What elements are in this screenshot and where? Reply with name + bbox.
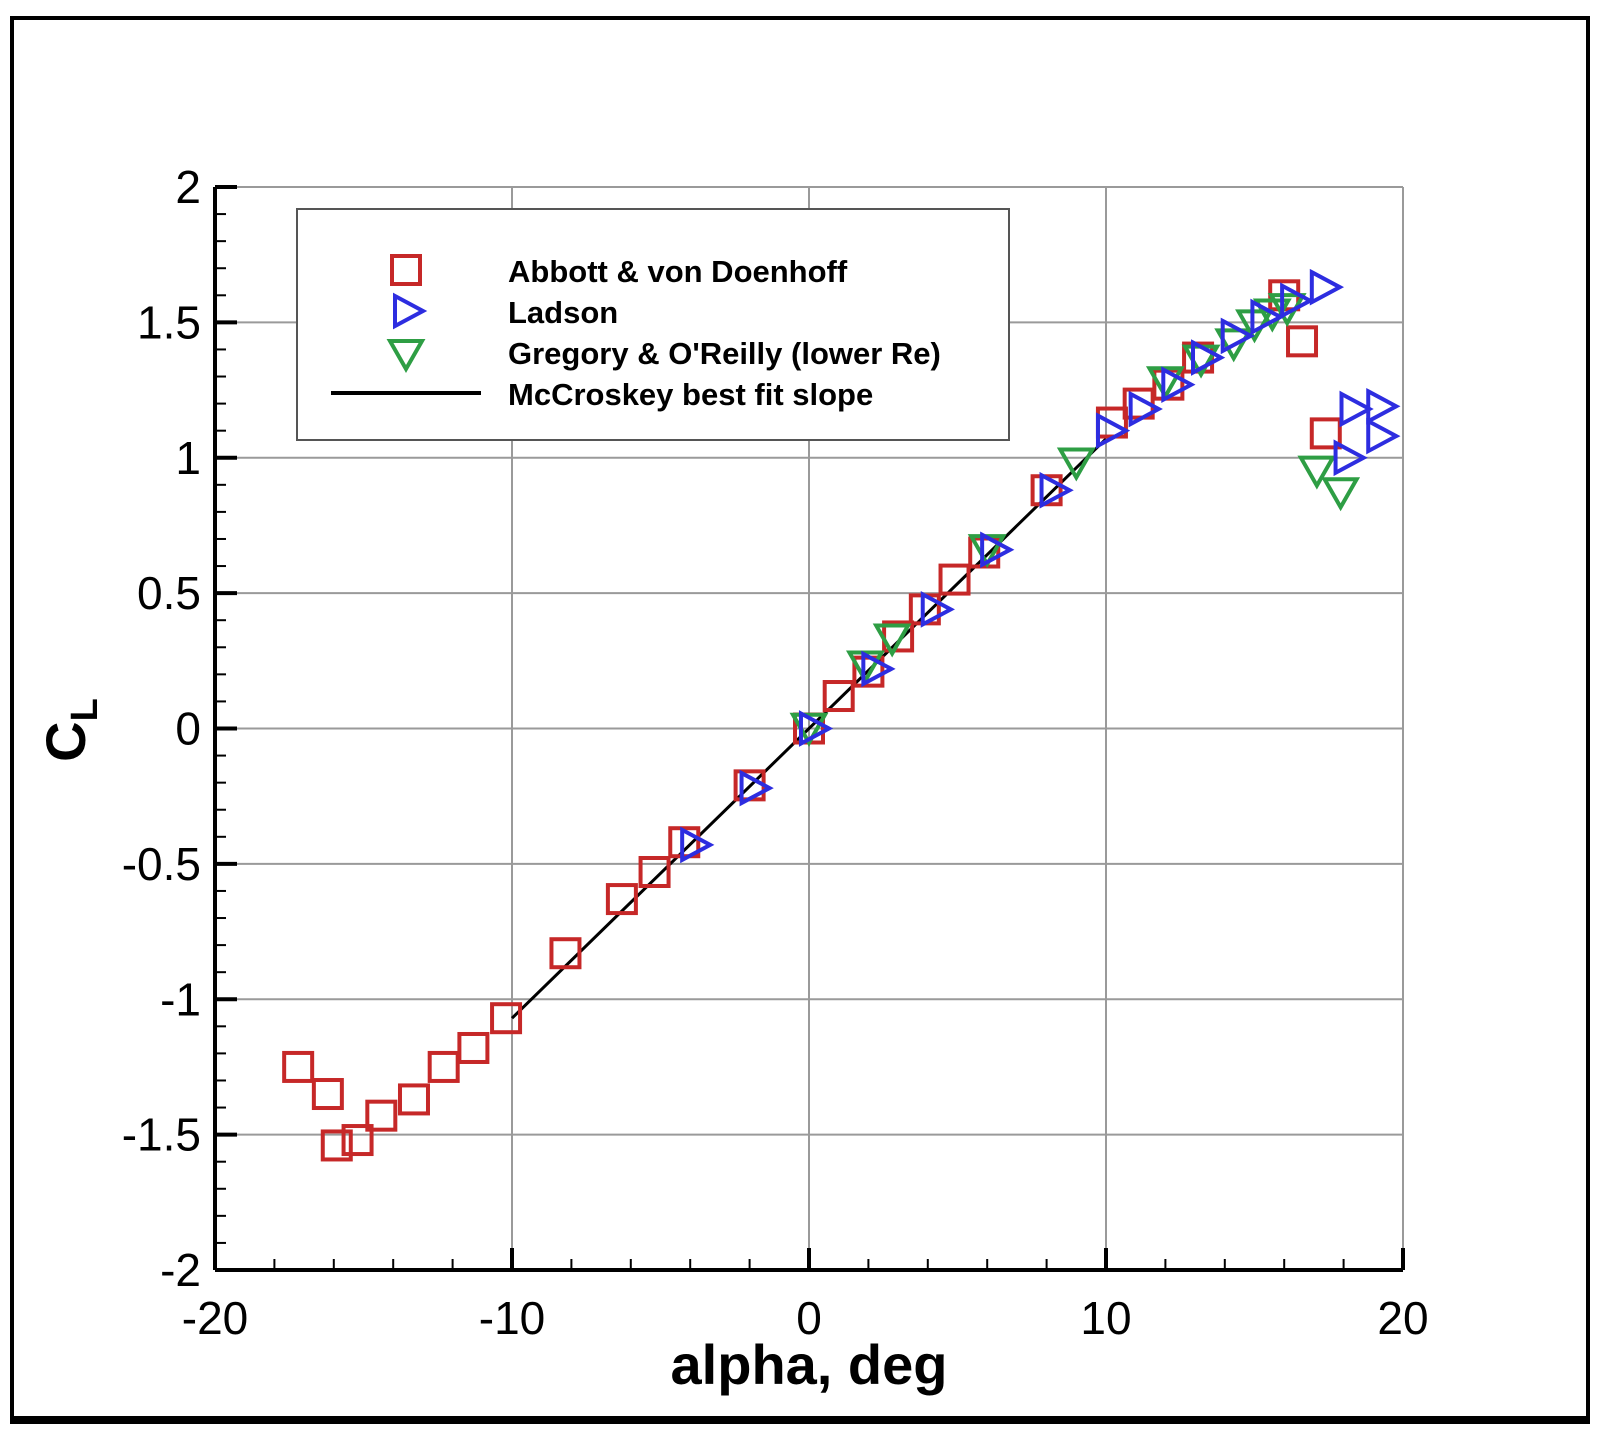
legend-label: Ladson xyxy=(508,295,618,330)
data-point-triangle-right xyxy=(1191,339,1226,376)
x-tick-label: -20 xyxy=(182,1292,248,1344)
data-point-triangle-right xyxy=(1095,412,1131,450)
data-point-square xyxy=(822,680,855,713)
data-markers xyxy=(282,268,1401,1162)
data-point-triangle-down xyxy=(872,623,912,658)
y-tick-label: -1.5 xyxy=(122,1109,201,1161)
series-line-mccroskey xyxy=(510,437,1108,1020)
y-tick-label: 1.5 xyxy=(137,296,201,348)
data-point-square xyxy=(490,1002,523,1035)
data-point-square xyxy=(341,1124,374,1157)
data-point-triangle-right xyxy=(1161,366,1196,403)
data-point-triangle-right xyxy=(1250,298,1285,336)
figure-frame xyxy=(10,16,1590,1424)
data-point-square xyxy=(311,1078,344,1111)
y-tick-label: -2 xyxy=(160,1244,201,1296)
x-tick-label: 20 xyxy=(1377,1292,1428,1344)
data-point-square xyxy=(457,1031,490,1064)
data-point-square xyxy=(938,563,971,596)
data-point-square xyxy=(397,1083,430,1116)
data-point-triangle-right xyxy=(861,650,896,688)
x-tick-label: 0 xyxy=(796,1292,822,1344)
data-point-square xyxy=(282,1050,315,1083)
y-tick-label: 2 xyxy=(175,161,201,213)
data-point-triangle-right xyxy=(1339,390,1374,428)
data-point-triangle-down xyxy=(1297,455,1337,490)
data-point-triangle-right xyxy=(920,591,955,628)
data-point-triangle-down xyxy=(1056,447,1096,482)
legend-marker-triangle-down xyxy=(386,339,426,374)
y-tick-label: 0.5 xyxy=(137,567,201,619)
y-tick-label: 0 xyxy=(175,703,201,755)
data-point-square xyxy=(1286,325,1319,358)
fit-line-layer xyxy=(510,437,1108,1020)
data-point-square xyxy=(605,883,638,916)
y-tick-label: -0.5 xyxy=(122,838,201,890)
data-point-triangle-right xyxy=(1039,471,1074,509)
legend: Abbott & von Doenhoff Ladson Gregory & O'R… xyxy=(296,208,1010,441)
y-axis-label-subscript: L xyxy=(64,698,106,721)
y-axis-label-main: C xyxy=(34,721,97,761)
data-point-triangle-right xyxy=(1333,439,1368,477)
data-point-triangle-right xyxy=(1366,387,1401,425)
data-point-triangle-down xyxy=(1214,328,1254,363)
y-tick-label: 1 xyxy=(175,432,201,484)
axes: -2 -1.5 -1 -0.5 0 0.5 1 1.5 2 -20 -10 0 10 20 xyxy=(122,161,1429,1344)
legend-label: Abbott & von Doenhoff xyxy=(508,254,848,289)
grid xyxy=(215,186,1404,1270)
data-point-triangle-right xyxy=(1220,317,1255,355)
legend-box xyxy=(296,208,1010,441)
data-point-square xyxy=(1030,474,1063,507)
legend-label: Gregory & O'Reilly (lower Re) xyxy=(508,336,941,371)
data-point-square xyxy=(1309,417,1342,450)
data-point-square xyxy=(968,536,1001,569)
y-axis-label: CL xyxy=(34,698,106,762)
data-point-square xyxy=(320,1129,353,1162)
legend-marker-triangle-right xyxy=(393,292,428,330)
data-point-triangle-right xyxy=(798,710,834,747)
x-tick-label: 10 xyxy=(1080,1292,1131,1344)
data-point-square xyxy=(427,1050,460,1083)
y-tick-label: -1 xyxy=(160,973,201,1025)
data-point-triangle-right xyxy=(1280,282,1315,320)
data-point-triangle-right xyxy=(680,826,715,864)
legend-marker-square xyxy=(390,254,422,286)
data-point-triangle-down xyxy=(845,650,885,685)
data-point-triangle-down xyxy=(1145,366,1185,401)
data-point-square xyxy=(638,855,671,888)
data-point-square xyxy=(668,826,701,859)
x-axis-label: alpha, deg xyxy=(671,1333,948,1396)
data-point-square xyxy=(365,1099,398,1132)
data-point-square xyxy=(549,937,582,970)
data-point-triangle-right xyxy=(1309,268,1345,306)
data-point-triangle-right xyxy=(739,769,774,807)
data-point-triangle-right xyxy=(980,531,1015,569)
data-point-triangle-right xyxy=(1366,417,1401,455)
x-tick-label: -10 xyxy=(479,1292,545,1344)
data-point-triangle-down xyxy=(1321,477,1361,512)
data-point-triangle-right xyxy=(1128,390,1163,428)
legend-label: McCroskey best fit slope xyxy=(508,377,873,412)
